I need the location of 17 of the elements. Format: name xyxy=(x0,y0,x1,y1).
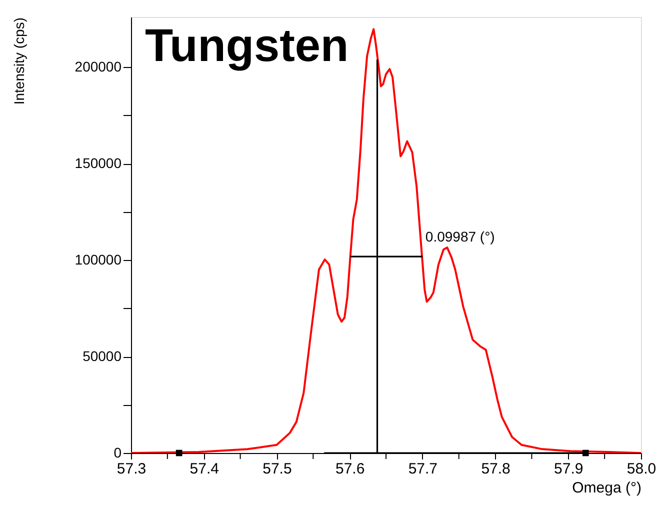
y-tick-label: 100000 xyxy=(74,252,122,268)
annotation: 0.09987 (°) xyxy=(425,228,495,245)
x-tick-label: 57.9 xyxy=(554,460,584,478)
x-tick-label: 57.8 xyxy=(481,460,510,478)
y-tick-label: 0 xyxy=(114,444,122,460)
chart-title: Tungsten xyxy=(145,19,349,71)
x-tick-label: 58.0 xyxy=(626,460,656,478)
x-tick-label: 57.3 xyxy=(116,460,146,478)
x-tick-label: 57.4 xyxy=(190,460,219,478)
x-tick-label: 57.7 xyxy=(408,460,438,478)
x-tick-label: 57.5 xyxy=(262,460,292,478)
x-axis-title: Omega (°) xyxy=(572,480,642,496)
x-tick-label: 57.6 xyxy=(335,460,365,478)
y-axis-title: Intensity (cps) xyxy=(10,18,27,105)
y-tick-label: 150000 xyxy=(74,155,122,172)
y-tick-label: 50000 xyxy=(82,348,122,364)
y-tick-label: 200000 xyxy=(74,58,122,75)
